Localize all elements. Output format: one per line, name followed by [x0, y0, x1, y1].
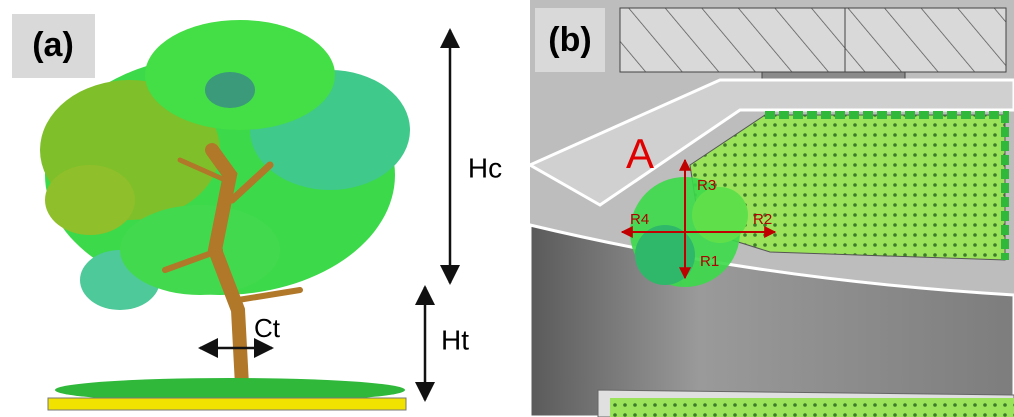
panel-label: (b)	[548, 21, 591, 59]
panel-a: (a) Hc Ht Ct	[0, 0, 515, 417]
tree-label: A	[626, 130, 654, 177]
dimension-label: Ct	[254, 313, 281, 343]
radius-label: R3	[697, 177, 716, 194]
figure: (a) Hc Ht Ct (b) A	[0, 0, 1014, 417]
radius-label: R2	[753, 211, 772, 228]
ground	[48, 378, 406, 410]
panel-label: (a)	[32, 26, 74, 64]
dimension-label: Ht	[441, 324, 469, 355]
radius-label: R4	[630, 211, 649, 228]
radius-label: R1	[700, 253, 719, 270]
panel-b: (b) A R1 R2 R3 R4	[530, 0, 1014, 417]
dimension-label: Hc	[468, 152, 502, 183]
